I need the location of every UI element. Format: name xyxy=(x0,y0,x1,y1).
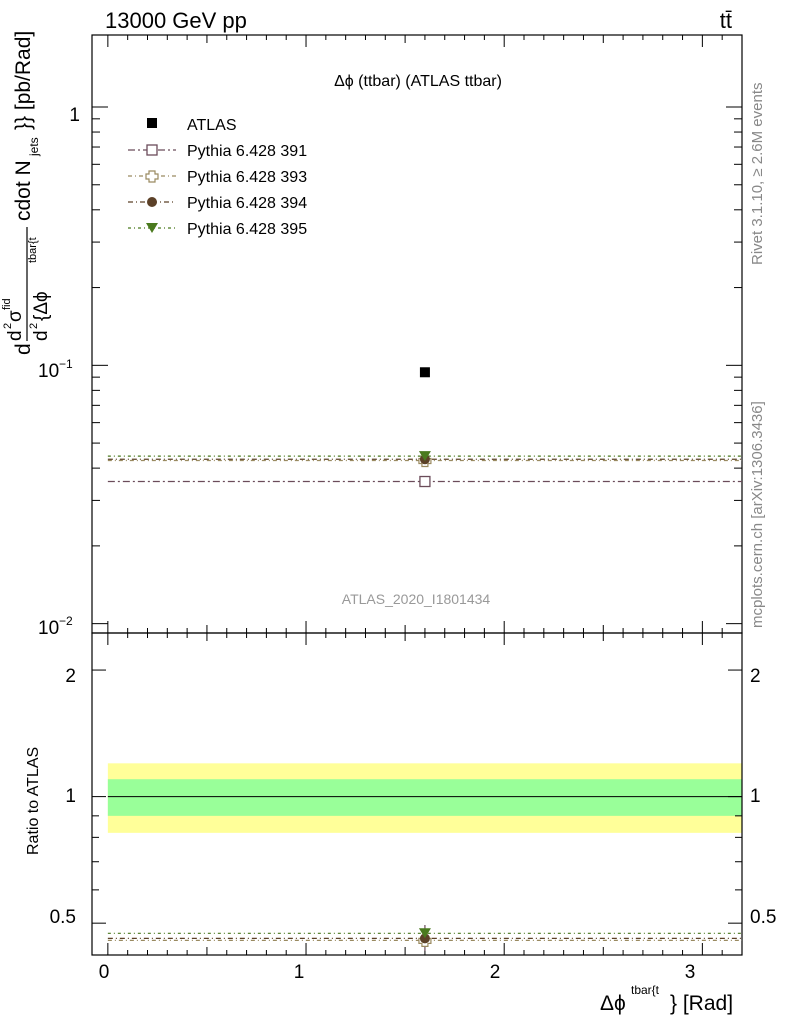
svg-text:tbar{t: tbar{t xyxy=(631,983,660,997)
header-right: tt̄ xyxy=(720,8,732,33)
svg-text:d: d xyxy=(5,330,26,341)
xtick-label-0: 0 xyxy=(99,962,110,983)
svg-text:10: 10 xyxy=(38,618,59,639)
svg-text:Pythia 6.428 394: Pythia 6.428 394 xyxy=(187,195,307,212)
ratio-ytick-2-left: 2 xyxy=(65,666,76,687)
ratio-series-lines xyxy=(107,932,742,941)
ytick-label-0.01: 10 −2 xyxy=(38,614,73,639)
svg-text:d: d xyxy=(31,330,52,341)
mcplots-label: mcplots.cern.ch [arXiv:1306.3436] xyxy=(749,401,766,628)
legend-entry-atlas: ATLAS xyxy=(147,117,237,134)
svg-text:} [Rad]: } [Rad] xyxy=(670,992,733,1015)
xlabel: Δϕ tbar{t } [Rad] xyxy=(600,983,733,1015)
data-point-0-0 xyxy=(419,367,430,378)
xtick-label-1: 1 xyxy=(294,962,305,983)
legend-entry-391: Pythia 6.428 391 xyxy=(128,143,307,160)
plot-title: Δϕ (ttbar) (ATLAS ttbar) xyxy=(334,73,502,90)
svg-text:}} [pb/Rad]: }} [pb/Rad] xyxy=(12,31,35,130)
ratio-markers xyxy=(418,925,432,951)
svg-text:Pythia 6.428 391: Pythia 6.428 391 xyxy=(187,143,307,160)
svg-text:−1: −1 xyxy=(59,357,73,371)
main-ylabel: d d 2 σ fid d 2 {Δϕ tbar{t cdot N jets }… xyxy=(1,31,52,355)
svg-text:{Δϕ: {Δϕ xyxy=(31,291,52,321)
svg-text:−2: −2 xyxy=(59,614,73,628)
ratio-ytick-0.5-right: 0.5 xyxy=(750,907,776,928)
ratio-ytick-0.5-left: 0.5 xyxy=(50,907,76,928)
data-point-1-0 xyxy=(419,475,431,488)
legend: ATLAS Pythia 6.428 391 Pythia 6.428 393 … xyxy=(128,117,307,238)
xtick-label-3: 3 xyxy=(685,962,696,983)
legend-entry-395: Pythia 6.428 395 xyxy=(128,221,307,238)
ytick-label-1: 1 xyxy=(69,105,80,126)
ratio-band-inner xyxy=(107,779,743,816)
svg-text:cdot N: cdot N xyxy=(12,160,35,221)
svg-text:Pythia 6.428 393: Pythia 6.428 393 xyxy=(187,169,307,186)
watermark: ATLAS_2020_I1801434 xyxy=(342,591,491,607)
svg-text:2: 2 xyxy=(2,323,14,329)
ratio-ytick-1-left: 1 xyxy=(65,786,76,807)
svg-text:σ: σ xyxy=(5,310,26,322)
svg-text:fid: fid xyxy=(1,298,13,310)
main-ticks xyxy=(92,35,743,633)
svg-text:Δϕ: Δϕ xyxy=(600,992,626,1015)
legend-entry-394: Pythia 6.428 394 xyxy=(128,195,307,212)
ratio-ylabel: Ratio to ATLAS xyxy=(25,747,42,855)
svg-text:2: 2 xyxy=(28,323,40,329)
svg-text:10: 10 xyxy=(38,361,59,382)
svg-text:d: d xyxy=(12,343,35,355)
legend-entry-393: Pythia 6.428 393 xyxy=(128,169,307,186)
ratio-point-2 xyxy=(419,933,430,944)
ratio-point-3 xyxy=(418,928,431,939)
ratio-ytick-2-right: 2 xyxy=(750,666,761,687)
ytick-label-0.1: 10 −1 xyxy=(38,357,73,382)
svg-text:Pythia 6.428 395: Pythia 6.428 395 xyxy=(187,221,307,238)
rivet-label: Rivet 3.1.10, ≥ 2.6M events xyxy=(749,83,766,266)
xtick-label-2: 2 xyxy=(490,962,501,983)
svg-text:tbar{t: tbar{t xyxy=(27,237,39,263)
data-point-4-0 xyxy=(418,451,431,462)
svg-text:jets: jets xyxy=(27,137,41,157)
header-left: 13000 GeV pp xyxy=(105,8,247,33)
svg-text:ATLAS: ATLAS xyxy=(187,117,237,134)
ratio-frame xyxy=(91,632,743,956)
ratio-ytick-1-right: 1 xyxy=(750,786,761,807)
main-markers xyxy=(418,367,432,488)
ratio-ticks xyxy=(92,633,743,955)
ratio-bands xyxy=(107,763,743,833)
